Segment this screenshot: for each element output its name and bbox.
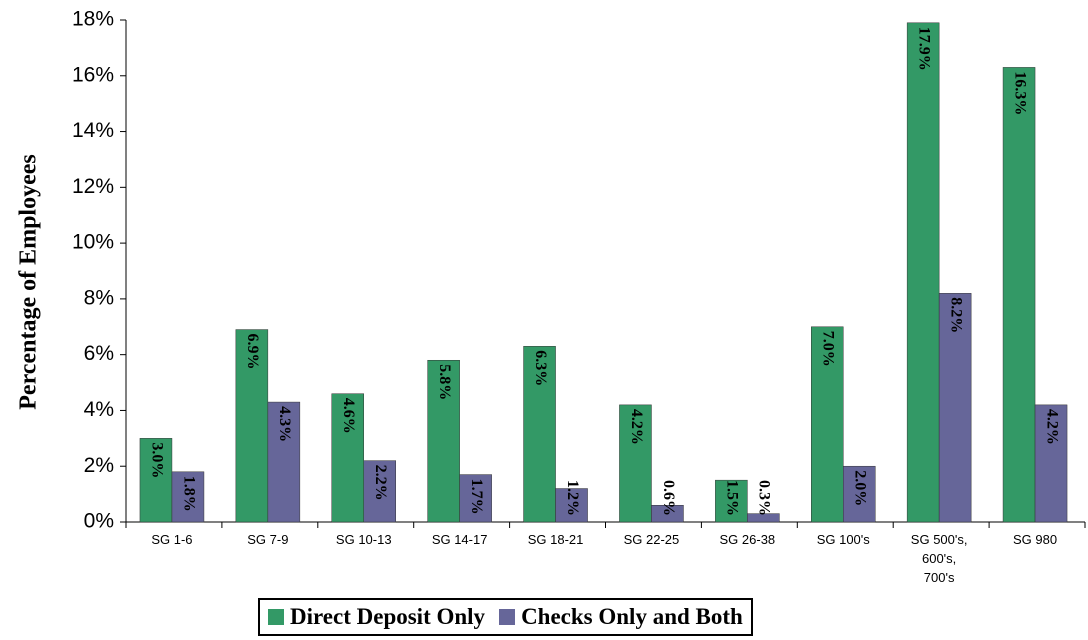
- value-label: 4.2%: [628, 409, 645, 445]
- x-tick-label: SG 100's: [816, 532, 870, 547]
- value-label: 1.5%: [724, 480, 741, 516]
- value-label: 3.0%: [148, 442, 165, 478]
- value-label: 1.2%: [564, 480, 581, 516]
- bar: [523, 346, 556, 523]
- value-label: 8.2%: [947, 297, 964, 333]
- y-tick-label: 10%: [72, 231, 114, 254]
- value-label: 0.6%: [660, 480, 677, 516]
- bar: [1034, 404, 1068, 523]
- y-axis-label: Percentage of Employees: [16, 154, 42, 409]
- value-label: 2.0%: [852, 470, 869, 506]
- x-tick-label: SG 10-13: [335, 532, 392, 547]
- bar: [267, 401, 301, 523]
- bar: [619, 404, 652, 523]
- value-label: 16.3%: [1011, 71, 1028, 115]
- legend-swatch: [499, 609, 516, 625]
- bar: [1002, 67, 1036, 523]
- y-tick-label: 14%: [72, 119, 114, 142]
- x-tick-label: SG 500's, 600's, 700's: [910, 532, 968, 585]
- value-label: 4.6%: [340, 398, 357, 434]
- value-label: 4.3%: [276, 406, 293, 442]
- y-tick-label: 6%: [84, 342, 114, 365]
- bar: [811, 326, 844, 523]
- bar: [715, 479, 748, 523]
- y-tick-label: 12%: [72, 175, 114, 198]
- legend-label: Checks Only and Both: [521, 604, 743, 629]
- bar: [363, 460, 396, 523]
- bar: [331, 393, 364, 523]
- bar: [171, 471, 205, 523]
- x-tick-label: SG 1-6: [151, 532, 193, 547]
- y-tick-label: 16%: [72, 63, 114, 86]
- value-label: 6.9%: [244, 334, 261, 370]
- bar: [938, 293, 972, 523]
- legend-swatch: [268, 609, 284, 625]
- x-tick-label: SG 980: [1013, 532, 1058, 547]
- bar: [747, 513, 780, 523]
- y-tick-label: 2%: [84, 454, 114, 477]
- y-tick-label: 4%: [84, 398, 114, 421]
- value-label: 6.3%: [532, 350, 549, 386]
- y-tick-label: 8%: [84, 286, 114, 309]
- value-label: 7.0%: [820, 331, 837, 367]
- x-tick-label: SG 22-25: [623, 532, 680, 547]
- x-tick-label: SG 7-9: [247, 532, 289, 547]
- y-tick-label: 18%: [72, 8, 114, 31]
- value-label: 5.8%: [436, 364, 453, 400]
- legend-label: Direct Deposit Only: [290, 604, 486, 629]
- bar: [843, 465, 876, 523]
- value-label: 17.9%: [915, 27, 932, 71]
- value-label: 1.8%: [180, 476, 197, 512]
- legend-item: Checks Only and Both: [499, 604, 743, 630]
- value-label: 2.2%: [372, 465, 389, 501]
- legend: Direct Deposit Only Checks Only and Both: [258, 598, 753, 636]
- bar: [235, 329, 269, 523]
- bar: [459, 474, 492, 523]
- x-tick-label: SG 14-17: [431, 532, 488, 547]
- bar: [651, 505, 684, 523]
- value-label: 1.7%: [468, 479, 485, 515]
- y-tick-label: 0%: [84, 510, 114, 533]
- plot: Percentage of Employees 0% 2% 4% 6% 8% 10% 12%…: [16, 8, 1086, 533]
- x-tick-label: SG 26-38: [719, 532, 776, 547]
- bar: [427, 359, 460, 523]
- value-label: 4.2%: [1043, 409, 1060, 445]
- x-tick-label: SG 18-21: [527, 532, 584, 547]
- bar: [555, 488, 588, 523]
- bar: [139, 438, 173, 523]
- legend-item: Direct Deposit Only: [268, 604, 485, 630]
- value-label: 0.3%: [756, 480, 773, 516]
- bar: [906, 22, 940, 523]
